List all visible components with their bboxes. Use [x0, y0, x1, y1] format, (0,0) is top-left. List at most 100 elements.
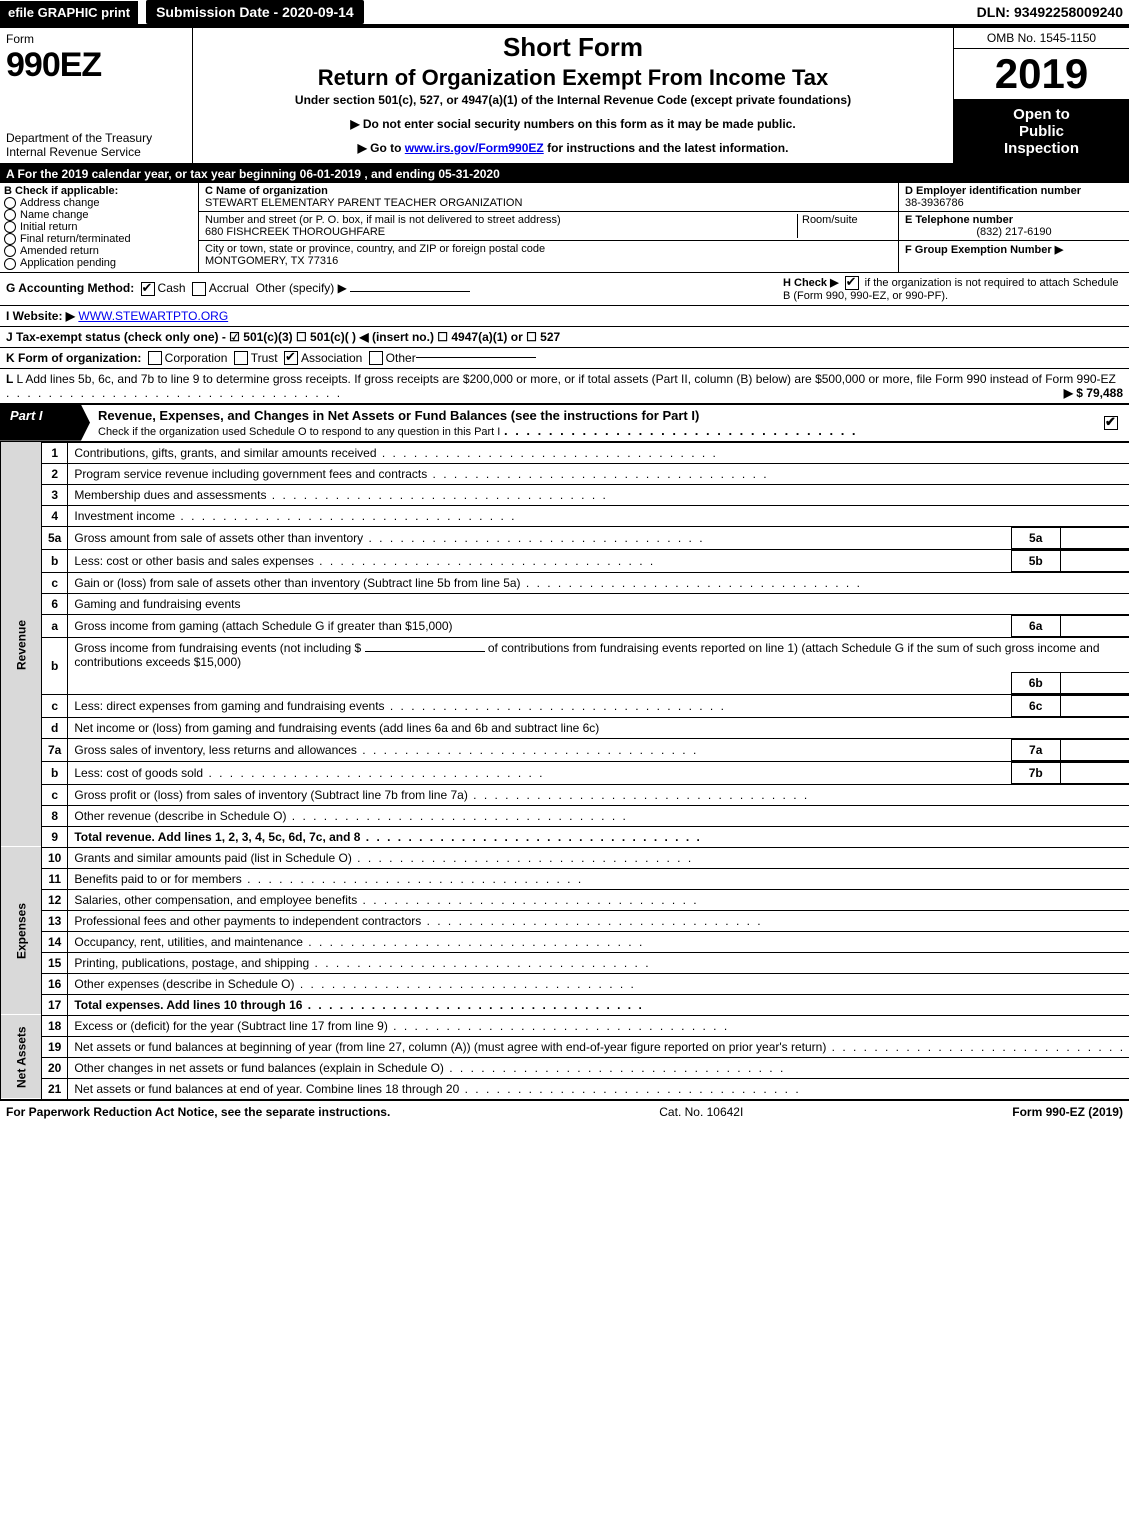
line-6: 6 Gaming and fundraising events [1, 593, 1129, 614]
l6b-contrib-input[interactable] [365, 651, 485, 652]
l2-desc: Program service revenue including govern… [74, 467, 1129, 481]
l7b-num: b [42, 761, 68, 784]
other-org-label: Other [386, 351, 416, 365]
dln-label: DLN: 93492258009240 [977, 4, 1129, 20]
l5a-desc: Gross amount from sale of assets other t… [74, 531, 704, 545]
h-checkbox-block: H Check ▶ if the organization is not req… [783, 276, 1123, 302]
line-19: 19 Net assets or fund balances at beginn… [1, 1036, 1129, 1057]
row-l-gross-receipts: L L Add lines 5b, 6c, and 7b to line 9 t… [0, 369, 1129, 404]
l7b-desc: Less: cost of goods sold [74, 766, 544, 780]
l10-num: 10 [42, 847, 68, 868]
chk-amended-return[interactable]: Amended return [4, 245, 194, 257]
line-7b: b Less: cost of goods sold 7b [1, 761, 1129, 784]
catalog-number: Cat. No. 10642I [659, 1105, 743, 1119]
goto-pre: ▶ Go to [358, 141, 405, 155]
open-line3: Inspection [958, 140, 1125, 157]
chk-application-pending[interactable]: Application pending [4, 257, 194, 269]
part1-subtitle: Check if the organization used Schedule … [98, 426, 500, 438]
expenses-side-tab: Expenses [1, 847, 42, 1015]
l17-desc: Total expenses. Add lines 10 through 16 [74, 998, 1129, 1012]
l1-desc: Contributions, gifts, grants, and simila… [74, 446, 1129, 460]
website-link[interactable]: WWW.STEWARTPTO.ORG [78, 309, 228, 323]
chk-other-org[interactable] [369, 351, 383, 365]
part1-title: Revenue, Expenses, and Changes in Net As… [98, 408, 699, 423]
l-desc: L Add lines 5b, 6c, and 7b to line 9 to … [16, 372, 1115, 386]
l6b-inner-num: 6b [1011, 672, 1060, 693]
l11-desc: Benefits paid to or for members [74, 872, 1129, 886]
chk-initial-return[interactable]: Initial return [4, 221, 194, 233]
col-d-identifiers: D Employer identification number 38-3936… [899, 183, 1129, 272]
l2-num: 2 [42, 463, 68, 484]
header-right: OMB No. 1545-1150 2019 Open to Public In… [953, 28, 1129, 163]
line-11: 11 Benefits paid to or for members 11 [1, 868, 1129, 889]
submission-date-pill: Submission Date - 2020-09-14 [146, 0, 364, 24]
revenue-side-tab: Revenue [1, 442, 42, 847]
city-label: City or town, state or province, country… [205, 243, 545, 255]
other-org-input[interactable] [416, 357, 536, 358]
page-footer: For Paperwork Reduction Act Notice, see … [0, 1100, 1129, 1123]
l7b-inner-amt [1060, 762, 1129, 783]
l10-desc: Grants and similar amounts paid (list in… [74, 851, 1129, 865]
chk-association[interactable] [284, 351, 298, 365]
tax-year: 2019 [954, 49, 1129, 100]
chk-corp[interactable] [148, 351, 162, 365]
line-9: 9 Total revenue. Add lines 1, 2, 3, 4, 5… [1, 826, 1129, 847]
net-assets-side-tab: Net Assets [1, 1015, 42, 1099]
line-16: 16 Other expenses (describe in Schedule … [1, 973, 1129, 994]
part1-table: Revenue 1 Contributions, gifts, grants, … [0, 442, 1129, 1100]
chk-trust[interactable] [234, 351, 248, 365]
line-6d: d Net income or (loss) from gaming and f… [1, 717, 1129, 738]
l16-num: 16 [42, 973, 68, 994]
line-1: Revenue 1 Contributions, gifts, grants, … [1, 442, 1129, 463]
efile-print-button[interactable]: efile GRAPHIC print [0, 1, 138, 24]
chk-address-change[interactable]: Address change [4, 197, 194, 209]
l5a-inner-num: 5a [1011, 527, 1060, 548]
l4-num: 4 [42, 505, 68, 526]
k-label: K Form of organization: [6, 351, 141, 365]
chk-cash[interactable] [141, 282, 155, 296]
open-line1: Open to [958, 106, 1125, 123]
chk-accrual[interactable] [192, 282, 206, 296]
room-suite-label: Room/suite [797, 214, 892, 238]
l7a-inner-amt: 32,441 [1060, 739, 1129, 760]
line-13: 13 Professional fees and other payments … [1, 910, 1129, 931]
l12-num: 12 [42, 889, 68, 910]
l5c-desc: Gain or (loss) from sale of assets other… [74, 576, 1129, 590]
l-amount: ▶ $ 79,488 [1064, 386, 1123, 400]
l4-desc: Investment income [74, 509, 1129, 523]
g-label: G Accounting Method: [6, 281, 134, 295]
c-label: C Name of organization [205, 185, 328, 197]
other-specify-input[interactable] [350, 291, 470, 292]
l8-desc: Other revenue (describe in Schedule O) [74, 809, 1129, 823]
l6b-num: b [42, 637, 68, 694]
form-word: Form [6, 32, 186, 46]
col-c-org-info: C Name of organization STEWART ELEMENTAR… [199, 183, 899, 272]
l20-desc: Other changes in net assets or fund bala… [74, 1061, 1129, 1075]
chk-schedule-o-used[interactable] [1104, 416, 1118, 430]
chk-final-return[interactable]: Final return/terminated [4, 233, 194, 245]
line-10: Expenses 10 Grants and similar amounts p… [1, 847, 1129, 868]
irs-link[interactable]: www.irs.gov/Form990EZ [405, 141, 544, 155]
chk-name-change[interactable]: Name change [4, 209, 194, 221]
line-7c: c Gross profit or (loss) from sales of i… [1, 784, 1129, 805]
org-name-row: C Name of organization STEWART ELEMENTAR… [199, 183, 898, 212]
l5b-inner-num: 5b [1011, 550, 1060, 571]
l6d-desc: Net income or (loss) from gaming and fun… [74, 721, 1129, 735]
department-label: Department of the Treasury Internal Reve… [6, 131, 186, 159]
return-title: Return of Organization Exempt From Incom… [201, 65, 945, 91]
part1-label: Part I [0, 405, 90, 441]
line-5c: c Gain or (loss) from sale of assets oth… [1, 572, 1129, 593]
col-b-title: B Check if applicable: [4, 185, 194, 197]
paperwork-notice: For Paperwork Reduction Act Notice, see … [6, 1105, 390, 1119]
goto-post: for instructions and the latest informat… [547, 141, 788, 155]
l6d-num: d [42, 717, 68, 738]
l6-num: 6 [42, 593, 68, 614]
l6a-inner-num: 6a [1011, 615, 1060, 636]
l9-desc: Total revenue. Add lines 1, 2, 3, 4, 5c,… [74, 830, 1129, 844]
chk-schedule-b-not-required[interactable] [845, 276, 859, 290]
addr-label: Number and street (or P. O. box, if mail… [205, 214, 561, 226]
l7a-inner-num: 7a [1011, 739, 1060, 760]
dept-treasury: Department of the Treasury [6, 131, 152, 145]
line-18: Net Assets 18 Excess or (deficit) for th… [1, 1015, 1129, 1036]
org-street: 680 FISHCREEK THOROUGHFARE [205, 226, 385, 238]
